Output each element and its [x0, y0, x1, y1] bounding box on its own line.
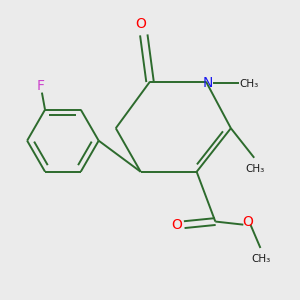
Text: O: O	[242, 214, 253, 229]
Text: CH₃: CH₃	[251, 254, 271, 264]
Text: F: F	[36, 80, 44, 93]
Text: O: O	[135, 17, 146, 31]
Text: CH₃: CH₃	[240, 79, 259, 89]
Text: O: O	[171, 218, 182, 232]
Text: CH₃: CH₃	[245, 164, 265, 174]
Text: N: N	[202, 76, 213, 90]
